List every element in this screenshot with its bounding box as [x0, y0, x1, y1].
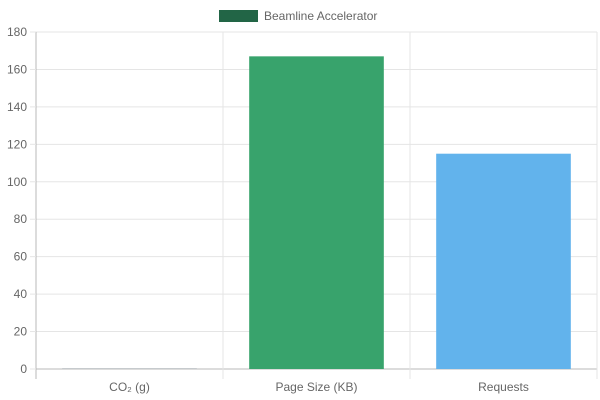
bar[interactable] [249, 56, 384, 369]
x-tick-label: Requests [478, 380, 529, 394]
x-tick-label: CO₂ (g) [109, 380, 150, 394]
bar[interactable] [62, 368, 197, 369]
y-tick-label: 20 [14, 325, 28, 339]
x-tick-label: Page Size (KB) [275, 380, 357, 394]
x-axis-ticks: CO₂ (g) Page Size (KB) Requests [109, 380, 529, 394]
bars [62, 56, 571, 369]
y-tick-label: 180 [7, 25, 27, 39]
legend[interactable]: Beamline Accelerator [219, 9, 377, 23]
y-tick-label: 40 [14, 287, 28, 301]
y-tick-label: 100 [7, 175, 27, 189]
y-axis-ticks: 0 20 40 60 80 100 120 140 160 180 [7, 25, 36, 376]
legend-label: Beamline Accelerator [264, 9, 377, 23]
legend-swatch [219, 10, 258, 22]
y-tick-label: 140 [7, 100, 27, 114]
y-tick-label: 120 [7, 137, 27, 151]
y-tick-label: 160 [7, 62, 27, 76]
bar[interactable] [436, 153, 571, 369]
y-tick-label: 60 [14, 250, 28, 264]
y-tick-label: 0 [20, 362, 27, 376]
y-tick-label: 80 [14, 212, 28, 226]
